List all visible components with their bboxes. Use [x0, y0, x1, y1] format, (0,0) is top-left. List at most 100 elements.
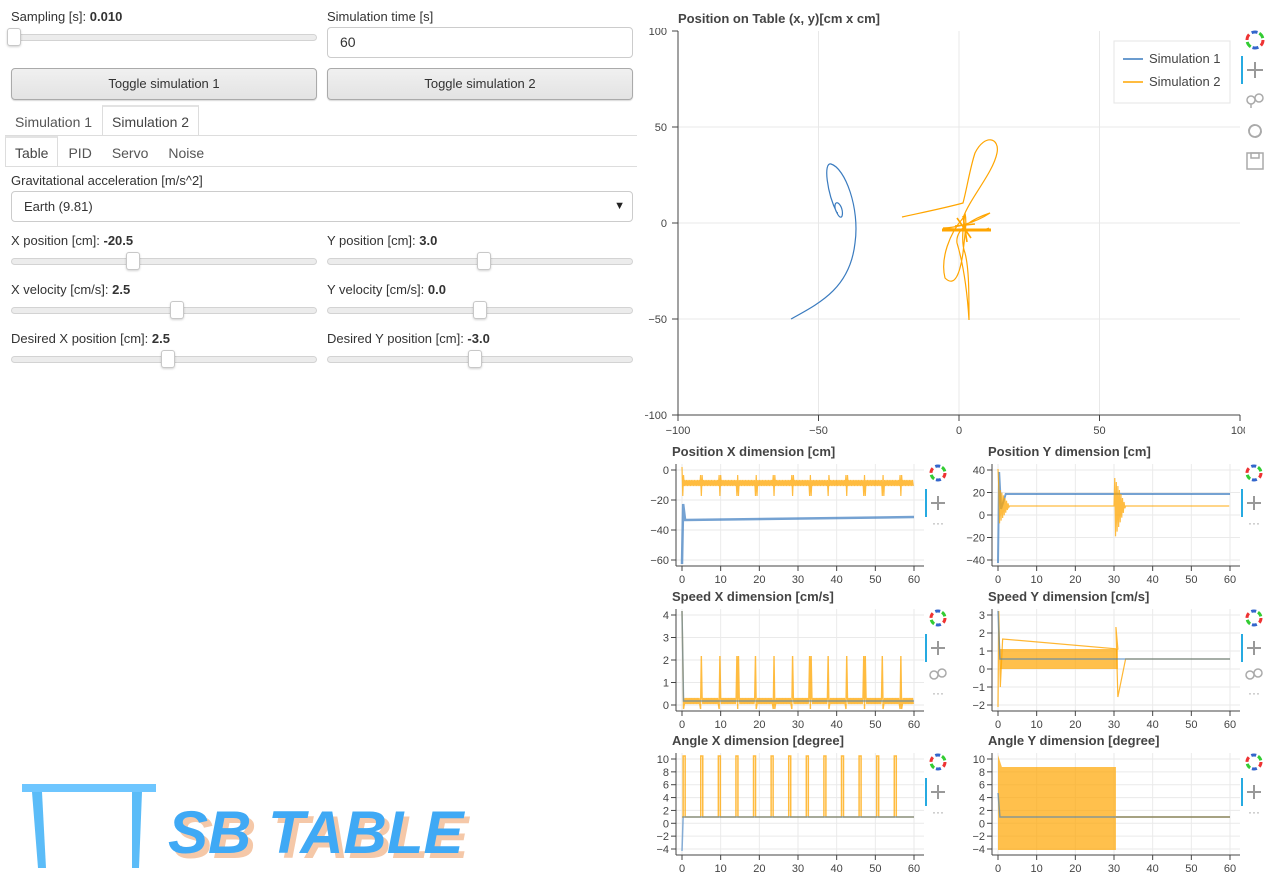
control-panel: Sampling [s]: 0.010 Simulation time [s] … [5, 9, 637, 871]
pan-icon[interactable] [931, 641, 945, 655]
sampling-slider[interactable] [7, 28, 317, 46]
y-tick-label: 100 [649, 28, 667, 38]
simulation-time-input[interactable]: 60 [327, 27, 633, 58]
x-tick-label: 60 [1224, 863, 1236, 875]
active-tool-indicator [1241, 489, 1243, 517]
tab-servo[interactable]: Servo [111, 145, 149, 161]
desired-y-position-slider[interactable] [327, 350, 633, 368]
desired-y-position-slider-handle[interactable] [468, 350, 482, 368]
toggle-simulation-2-button[interactable]: Toggle simulation 2 [327, 68, 633, 100]
more-tools-icon[interactable]: ··· [932, 805, 944, 819]
logo-text: SB TABLE [168, 799, 466, 866]
y-tick-label: 1 [663, 678, 669, 690]
x-tick-label: −100 [666, 425, 691, 437]
gravity-selected-value: Earth (9.81) [24, 199, 93, 214]
x-tick-label: 10 [1031, 719, 1043, 731]
bokeh-logo-icon[interactable] [1245, 30, 1265, 50]
more-tools-icon[interactable]: ··· [1248, 805, 1260, 819]
more-tools-icon[interactable]: ··· [932, 686, 944, 700]
bokeh-logo-icon[interactable] [1245, 609, 1263, 627]
x-tick-label: 20 [753, 863, 765, 875]
pan-icon[interactable] [931, 785, 945, 799]
y-tick-label: 3 [979, 610, 985, 622]
x-velocity-label: X velocity [cm/s]: 2.5 [11, 282, 131, 297]
y-tick-label: 6 [979, 780, 985, 792]
y-position-slider-handle[interactable] [477, 252, 491, 270]
simulation-tabs: Simulation 1 Simulation 2 [5, 105, 200, 136]
small-plot-title: Speed Y dimension [cm/s] [988, 589, 1150, 604]
wheel-zoom-icon[interactable] [1245, 668, 1263, 680]
y-tick-label: 4 [979, 793, 985, 805]
y-tick-label: 10 [973, 754, 985, 766]
chevron-down-icon: ▼ [614, 200, 625, 212]
x-tick-label: 100 [1231, 425, 1245, 437]
x-tick-label: 0 [995, 863, 1001, 875]
x-tick-label: −50 [809, 425, 828, 437]
save-icon[interactable] [1246, 152, 1264, 170]
sb-table-logo: SB TABLE SB TABLE [22, 784, 471, 871]
x-tick-label: 50 [869, 574, 881, 586]
gravity-select[interactable]: Earth (9.81) ▼ [11, 191, 633, 222]
simulation-1-trajectory [790, 163, 857, 320]
pan-icon[interactable] [931, 496, 945, 510]
bokeh-logo-icon[interactable] [929, 464, 947, 482]
x-tick-label: 50 [1093, 425, 1105, 437]
reset-icon[interactable] [1248, 124, 1262, 138]
x-position-slider-handle[interactable] [126, 252, 140, 270]
more-tools-icon[interactable]: ··· [1248, 516, 1260, 530]
simulation-2-series [681, 466, 914, 497]
wheel-zoom-icon[interactable] [1246, 93, 1264, 108]
pan-icon[interactable] [1247, 62, 1263, 78]
tab-simulation-2[interactable]: Simulation 2 [102, 105, 200, 136]
bokeh-logo-icon[interactable] [1245, 753, 1263, 771]
legend-simulation-1: Simulation 1 [1149, 51, 1221, 66]
small-plot-title: Angle X dimension [degree] [672, 733, 844, 748]
x-tick-label: 50 [1185, 719, 1197, 731]
more-tools-icon[interactable]: ··· [1248, 686, 1260, 700]
x-velocity-slider[interactable] [11, 301, 317, 319]
x-tick-label: 10 [715, 719, 727, 731]
small-plot[interactable]: 0 10 20 30 40 50 60 0 −20 −40 −60 [640, 461, 940, 591]
sampling-slider-handle[interactable] [7, 28, 21, 46]
x-tick-label: 50 [1185, 863, 1197, 875]
y-velocity-slider-handle[interactable] [473, 301, 487, 319]
x-tick-label: 10 [1031, 574, 1043, 586]
bokeh-logo-icon[interactable] [1245, 464, 1263, 482]
desired-x-position-slider-handle[interactable] [161, 350, 175, 368]
x-position-slider[interactable] [11, 252, 317, 270]
x-tick-label: 0 [679, 574, 685, 586]
main-plot[interactable]: −100 −50 0 50 100 100 50 0 −50 −100 Simu… [645, 28, 1245, 440]
tab-simulation-1[interactable]: Simulation 1 [15, 114, 93, 130]
tab-table[interactable]: Table [5, 136, 59, 167]
x-velocity-slider-handle[interactable] [170, 301, 184, 319]
simulation-1-series [680, 503, 915, 565]
y-tick-label: 4 [663, 610, 669, 622]
pan-icon[interactable] [1247, 496, 1261, 510]
wheel-zoom-icon[interactable] [929, 668, 947, 680]
gravity-label: Gravitational acceleration [m/s^2] [11, 173, 203, 188]
y-tick-label: 2 [663, 655, 669, 667]
simulation-2-oscillation [954, 215, 976, 243]
desired-x-position-slider[interactable] [11, 350, 317, 368]
pan-icon[interactable] [1247, 785, 1261, 799]
x-tick-label: 40 [1147, 574, 1159, 586]
bokeh-logo-icon[interactable] [929, 609, 947, 627]
y-tick-label: −60 [650, 555, 669, 567]
bokeh-logo-icon[interactable] [929, 753, 947, 771]
tab-noise[interactable]: Noise [168, 145, 205, 161]
y-velocity-slider[interactable] [327, 301, 633, 319]
desired-y-position-label: Desired Y position [cm]: -3.0 [327, 331, 490, 346]
tab-pid[interactable]: PID [68, 145, 92, 161]
toggle-simulation-1-button[interactable]: Toggle simulation 1 [11, 68, 317, 100]
y-position-slider[interactable] [327, 252, 633, 270]
small-plot-title: Position X dimension [cm] [672, 444, 836, 459]
small-plot[interactable]: 0 10 20 30 40 50 60 40 20 0 −20 −40 [956, 461, 1256, 591]
pan-icon[interactable] [1247, 641, 1261, 655]
y-tick-label: 0 [979, 664, 985, 676]
more-tools-icon[interactable]: ··· [932, 516, 944, 530]
active-tool-indicator [1241, 778, 1243, 806]
